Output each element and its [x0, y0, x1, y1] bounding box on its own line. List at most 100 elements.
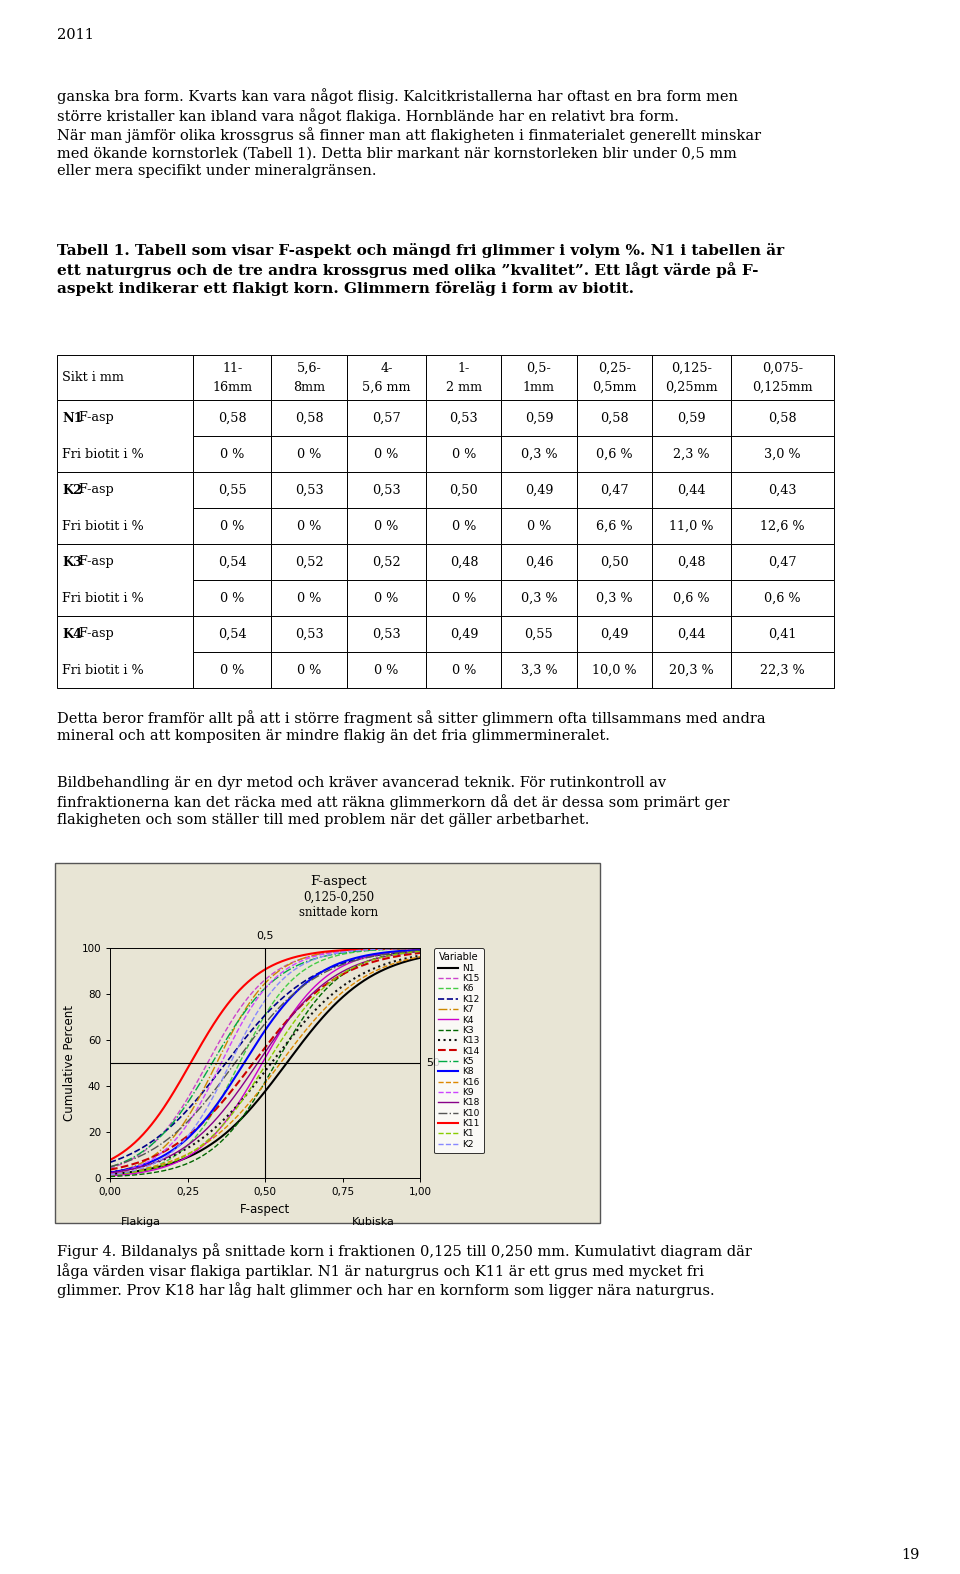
- K16: [415, 948, 426, 966]
- K9: [366, 940, 377, 959]
- Bar: [271, 652, 347, 688]
- Bar: [426, 545, 501, 579]
- Text: 50: 50: [426, 1058, 441, 1069]
- K16: [288, 1036, 300, 1055]
- Text: 0,47: 0,47: [768, 556, 797, 568]
- K4: [288, 1003, 300, 1022]
- K1: [105, 1165, 116, 1184]
- Text: 0,59: 0,59: [525, 411, 553, 425]
- K13: [294, 1018, 305, 1037]
- K16: [105, 1165, 116, 1184]
- K11: [105, 1151, 116, 1169]
- Text: 0,48: 0,48: [677, 556, 706, 568]
- Bar: [271, 508, 347, 545]
- Text: K2: K2: [62, 483, 82, 496]
- K18: [366, 951, 377, 970]
- Text: Detta beror framför allt på att i större fragment så sitter glimmern ofta tillsa: Detta beror framför allt på att i större…: [57, 710, 766, 743]
- Text: 6,6 %: 6,6 %: [596, 519, 633, 532]
- Text: 12,6 %: 12,6 %: [760, 519, 804, 532]
- Bar: [652, 400, 731, 436]
- K11: [288, 948, 300, 966]
- K16: [106, 1165, 117, 1184]
- K12: [385, 944, 396, 963]
- Bar: [347, 652, 426, 688]
- Bar: [347, 400, 426, 436]
- K2: [105, 1165, 116, 1184]
- Text: 0,6 %: 0,6 %: [596, 447, 633, 461]
- Text: 8mm: 8mm: [293, 381, 325, 394]
- Text: 0,5: 0,5: [256, 932, 274, 941]
- Text: 0,125-0,250
snittade korn: 0,125-0,250 snittade korn: [299, 891, 378, 919]
- Text: 0,52: 0,52: [372, 556, 401, 568]
- Bar: [731, 508, 833, 545]
- K9: [385, 940, 396, 959]
- K12: [106, 1152, 117, 1171]
- Bar: [652, 579, 731, 615]
- K12: [105, 1152, 116, 1171]
- Bar: [501, 356, 577, 400]
- Text: F-asp: F-asp: [75, 556, 114, 568]
- K12: [366, 948, 377, 966]
- Text: F-asp: F-asp: [75, 628, 114, 641]
- Text: 0,48: 0,48: [449, 556, 478, 568]
- K14: [288, 1004, 300, 1023]
- Bar: [652, 436, 731, 472]
- K11: [294, 946, 305, 965]
- K13: [106, 1163, 117, 1182]
- K4: [366, 946, 377, 965]
- Bar: [652, 472, 731, 508]
- K4: [106, 1166, 117, 1185]
- Bar: [193, 545, 271, 579]
- K18: [415, 943, 426, 962]
- Bar: [501, 545, 577, 579]
- Text: 0,25mm: 0,25mm: [665, 381, 718, 394]
- Text: Kubiska: Kubiska: [352, 1217, 395, 1228]
- Text: 0 %: 0 %: [220, 447, 245, 461]
- K13: [385, 952, 396, 971]
- K4: [289, 1001, 300, 1020]
- Bar: [347, 615, 426, 652]
- Text: 0 %: 0 %: [297, 664, 322, 677]
- K18: [106, 1163, 117, 1182]
- Legend: N1, K15, K6, K12, K7, K4, K3, K13, K14, K5, K8, K16, K9, K18, K10, K11, K1, K2: N1, K15, K6, K12, K7, K4, K3, K13, K14, …: [434, 948, 484, 1154]
- K5: [415, 940, 426, 959]
- K2: [289, 960, 300, 979]
- Text: 1-: 1-: [458, 362, 470, 375]
- K5: [288, 959, 300, 977]
- Text: 0,43: 0,43: [768, 483, 797, 496]
- K10: [366, 948, 377, 966]
- K10: [385, 944, 396, 963]
- Bar: [271, 472, 347, 508]
- K15: [415, 938, 426, 957]
- Text: 0 %: 0 %: [452, 447, 476, 461]
- Bar: [193, 508, 271, 545]
- Bar: [652, 615, 731, 652]
- Text: 0,6 %: 0,6 %: [673, 592, 709, 604]
- K10: [105, 1157, 116, 1176]
- Text: 1mm: 1mm: [523, 381, 555, 394]
- Bar: [57, 615, 193, 688]
- K8: [415, 940, 426, 959]
- Text: 0 %: 0 %: [297, 519, 322, 532]
- Text: 0,5mm: 0,5mm: [591, 381, 636, 394]
- K5: [366, 941, 377, 960]
- Text: 0 %: 0 %: [374, 519, 398, 532]
- Bar: [57, 356, 193, 400]
- K12: [288, 979, 300, 998]
- Text: 0,3 %: 0,3 %: [596, 592, 633, 604]
- K8: [294, 979, 305, 998]
- Line: N1: N1: [110, 959, 420, 1174]
- K6: [366, 941, 377, 960]
- Text: 0 %: 0 %: [297, 447, 322, 461]
- Text: 0 %: 0 %: [527, 519, 551, 532]
- Bar: [193, 579, 271, 615]
- K7: [415, 938, 426, 957]
- Bar: [652, 545, 731, 579]
- K2: [366, 940, 377, 959]
- Text: 16mm: 16mm: [212, 381, 252, 394]
- N1: [288, 1045, 300, 1064]
- Bar: [55, 863, 600, 1223]
- Text: 3,0 %: 3,0 %: [764, 447, 801, 461]
- K9: [289, 955, 300, 974]
- Bar: [271, 545, 347, 579]
